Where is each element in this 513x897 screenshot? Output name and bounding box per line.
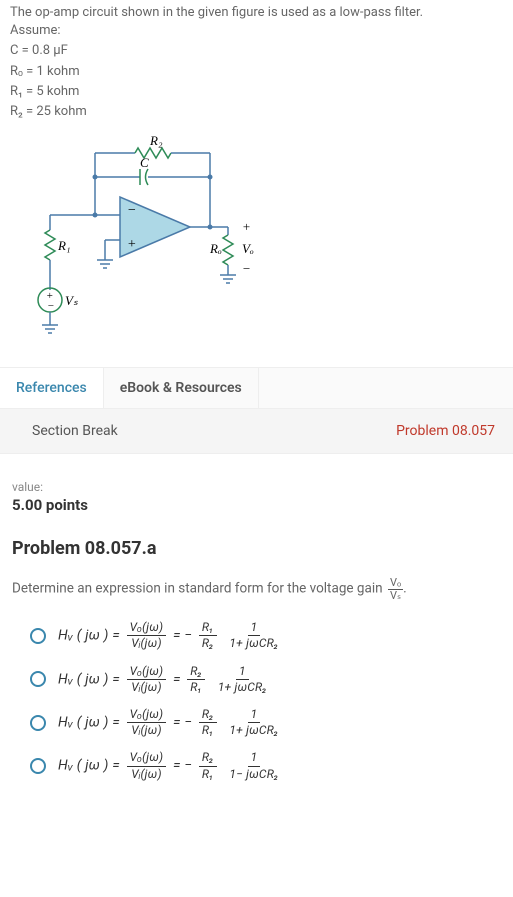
prompt-text: Determine an expression in standard form… — [0, 573, 513, 617]
problem-number: Problem 08.057 — [396, 423, 495, 439]
option-1[interactable]: Hᵥ ( jω ) = Vₒ(jω)Vᵢ(jω) = − R₁R₂ 11+ jω… — [30, 621, 501, 650]
value-label: value: — [0, 454, 513, 496]
option-2-eqn: Hᵥ ( jω ) = Vₒ(jω)Vᵢ(jω) = R₂R₁ 11+ jωCR… — [58, 665, 273, 694]
tab-ebook[interactable]: eBook & Resources — [104, 368, 259, 408]
label-vs: Vₛ — [65, 293, 78, 308]
section-break-bar: Section Break Problem 08.057 — [0, 409, 513, 454]
label-r1: R₁ — [57, 238, 70, 253]
points-value: 5.00 points — [0, 496, 513, 532]
radio-icon[interactable] — [30, 671, 46, 687]
prompt-ratio: Vₒ Vₛ — [388, 577, 403, 601]
given-ro: Rₒ = 1 kohm — [10, 63, 503, 81]
label-vo: Vₒ — [242, 241, 254, 256]
intro-line2: Assume: — [10, 22, 503, 40]
option-1-eqn: Hᵥ ( jω ) = Vₒ(jω)Vᵢ(jω) = − R₁R₂ 11+ jω… — [58, 621, 285, 650]
intro-line1: The op-amp circuit shown in the given fi… — [10, 4, 503, 22]
vo-minus: − — [242, 261, 251, 276]
part-title: Problem 08.057.a — [0, 532, 513, 573]
vs-minus: − — [47, 300, 54, 312]
label-ro: Rₒ — [209, 241, 222, 256]
resource-tabs: References eBook & Resources — [0, 367, 513, 409]
radio-icon[interactable] — [30, 715, 46, 731]
section-break-label: Section Break — [18, 423, 118, 439]
label-r2: R₂ — [149, 135, 163, 148]
prompt-main: Determine an expression in standard form… — [12, 581, 383, 597]
circuit-diagram: R₂ C − + Rₒ + Vₒ − R₁ + − Vₛ — [0, 129, 513, 355]
answer-options: Hᵥ ( jω ) = Vₒ(jω)Vᵢ(jω) = − R₁R₂ 11+ jω… — [0, 617, 513, 805]
option-2[interactable]: Hᵥ ( jω ) = Vₒ(jω)Vᵢ(jω) = R₂R₁ 11+ jωCR… — [30, 665, 501, 694]
option-3[interactable]: Hᵥ ( jω ) = Vₒ(jω)Vᵢ(jω) = − R₂R₁ 11+ jω… — [30, 708, 501, 737]
problem-intro: The op-amp circuit shown in the given fi… — [0, 0, 513, 129]
tab-references[interactable]: References — [0, 368, 104, 408]
vo-plus: + — [242, 219, 251, 234]
opamp-plus: + — [127, 237, 136, 252]
opamp-minus: − — [127, 203, 136, 218]
given-c: C = 0.8 μF — [10, 42, 503, 60]
label-c: C — [140, 155, 149, 170]
radio-icon[interactable] — [30, 758, 46, 774]
option-3-eqn: Hᵥ ( jω ) = Vₒ(jω)Vᵢ(jω) = − R₂R₁ 11+ jω… — [58, 708, 285, 737]
radio-icon[interactable] — [30, 628, 46, 644]
given-r1: R₁ = 5 kohm — [10, 83, 503, 101]
given-r2: R₂ = 25 kohm — [10, 103, 503, 121]
option-4[interactable]: Hᵥ ( jω ) = Vₒ(jω)Vᵢ(jω) = − R₂R₁ 11− jω… — [30, 751, 501, 780]
option-4-eqn: Hᵥ ( jω ) = Vₒ(jω)Vᵢ(jω) = − R₂R₁ 11− jω… — [58, 751, 285, 780]
